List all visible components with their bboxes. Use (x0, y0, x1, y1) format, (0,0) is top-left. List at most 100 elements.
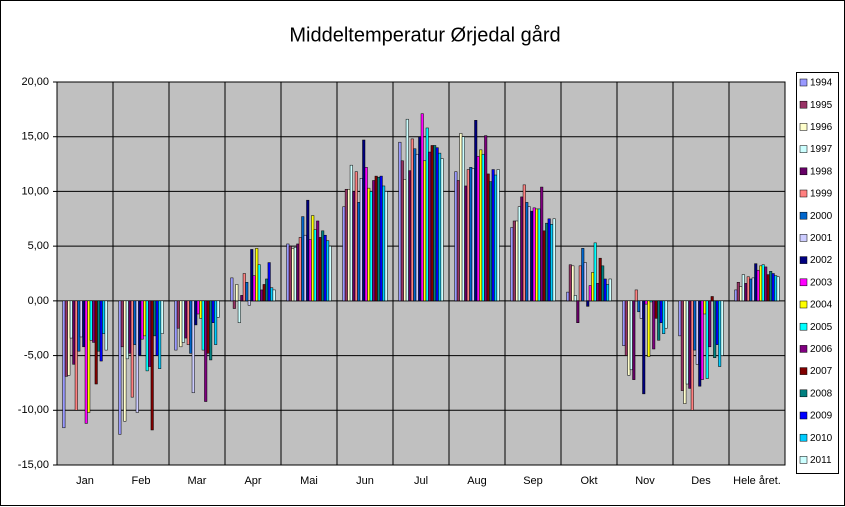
x-tick-label: Jan (76, 475, 94, 487)
bar (196, 300, 200, 315)
legend-label: 2008 (810, 388, 833, 399)
bar (520, 196, 524, 302)
bar (145, 300, 149, 372)
bar (384, 191, 388, 302)
legend-swatch (799, 456, 808, 464)
bar (89, 300, 93, 341)
bar (622, 300, 626, 346)
bar (688, 300, 692, 389)
bar (438, 152, 442, 302)
bar (102, 300, 106, 334)
x-tick-label: Apr (244, 475, 261, 487)
bar (741, 274, 745, 302)
bar (257, 264, 261, 302)
bar (133, 300, 137, 345)
bar (703, 300, 707, 315)
bar (286, 243, 290, 302)
bar (150, 300, 154, 431)
bar (405, 118, 409, 302)
bar (262, 284, 266, 302)
bar (629, 300, 633, 371)
bar (566, 291, 570, 302)
bar (247, 300, 251, 306)
legend-swatch (799, 322, 808, 331)
bar (484, 135, 488, 302)
legend-swatch (799, 278, 808, 287)
bar (542, 230, 546, 302)
x-tick-label: Mar (188, 475, 207, 487)
bar (318, 237, 322, 302)
y-tick-label: 15,00 (21, 131, 49, 143)
bar (769, 271, 773, 302)
bar (288, 245, 292, 302)
bar (311, 215, 315, 302)
legend-swatch (799, 189, 808, 198)
bar (357, 202, 361, 302)
legend-label: 2004 (810, 300, 833, 311)
bar (272, 289, 276, 302)
bar (400, 160, 404, 302)
bar (530, 210, 534, 302)
bar (125, 300, 129, 360)
bar (685, 300, 689, 385)
x-tick-label: Des (691, 475, 711, 487)
legend-label: 2011 (810, 455, 832, 466)
bar (461, 136, 465, 302)
bar (425, 127, 429, 302)
bar (632, 300, 636, 380)
legend-label: 2006 (810, 344, 833, 355)
bar (601, 265, 605, 302)
bar (237, 300, 241, 323)
legend-label: 1999 (810, 189, 833, 200)
bar (301, 216, 305, 302)
legend-label: 1995 (810, 100, 833, 111)
bar (155, 300, 159, 356)
legend-swatch (799, 100, 808, 109)
bar (581, 248, 585, 302)
bar (459, 133, 463, 302)
bar (654, 300, 658, 319)
x-tick-label: Jul (414, 475, 428, 487)
bar (209, 300, 213, 361)
legend-box (796, 72, 839, 474)
bar (328, 245, 332, 302)
bar (364, 167, 368, 302)
bar (232, 300, 236, 309)
bar (308, 239, 312, 302)
y-tick-label: 20,00 (21, 76, 49, 88)
bar (174, 300, 178, 351)
bar (469, 167, 473, 302)
bar (764, 266, 768, 302)
legend-label: 2001 (810, 233, 833, 244)
bar (135, 300, 139, 413)
bar (720, 300, 724, 356)
bar (754, 263, 758, 302)
bar (359, 178, 363, 302)
bar (206, 300, 210, 354)
bar (415, 153, 419, 302)
bar (644, 300, 648, 305)
bar (552, 218, 556, 302)
bar (245, 282, 249, 302)
bar (532, 207, 536, 302)
bar (568, 264, 572, 302)
bar (583, 262, 587, 302)
bar (647, 300, 651, 357)
bar (698, 300, 702, 387)
bar (79, 300, 83, 338)
bar (464, 185, 468, 302)
bar (158, 300, 162, 369)
bar (433, 145, 437, 302)
bar (140, 300, 144, 340)
legend-swatch (799, 433, 808, 442)
bar (153, 300, 157, 337)
bar (214, 300, 218, 345)
bar (639, 300, 643, 319)
bar (64, 300, 68, 377)
bar (606, 284, 610, 302)
bar (774, 275, 778, 302)
bar (420, 113, 424, 302)
bar (379, 175, 383, 302)
bar (471, 168, 475, 302)
